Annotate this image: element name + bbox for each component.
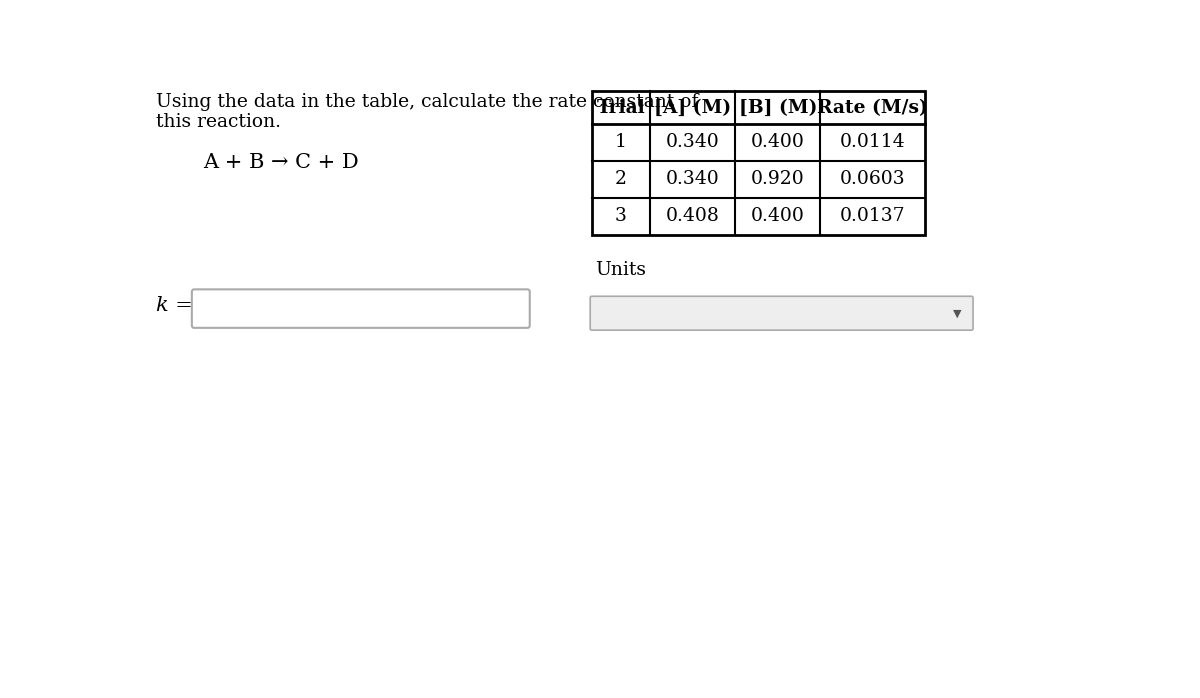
Text: 2: 2 — [614, 170, 626, 188]
Text: 0.408: 0.408 — [666, 207, 720, 225]
Text: 0.400: 0.400 — [751, 207, 805, 225]
Text: 3: 3 — [614, 207, 626, 225]
Text: 1: 1 — [614, 133, 626, 151]
FancyBboxPatch shape — [192, 290, 529, 328]
Text: A + B → C + D: A + B → C + D — [203, 153, 359, 172]
Text: this reaction.: this reaction. — [156, 113, 281, 131]
Text: Rate (M/s): Rate (M/s) — [817, 98, 928, 117]
Text: 0.920: 0.920 — [751, 170, 805, 188]
Text: ▼: ▼ — [953, 309, 962, 318]
Text: 0.0137: 0.0137 — [840, 207, 906, 225]
Text: [B] (M): [B] (M) — [738, 98, 817, 117]
Text: 0.340: 0.340 — [666, 133, 719, 151]
Text: Trial: Trial — [596, 98, 646, 117]
Text: [A] (M): [A] (M) — [654, 98, 731, 117]
Text: k =: k = — [156, 296, 193, 315]
Text: 0.340: 0.340 — [666, 170, 719, 188]
Text: 0.0603: 0.0603 — [840, 170, 906, 188]
Text: Using the data in the table, calculate the rate constant of: Using the data in the table, calculate t… — [156, 93, 698, 111]
Text: 0.0114: 0.0114 — [840, 133, 906, 151]
FancyBboxPatch shape — [590, 296, 973, 330]
Text: Units: Units — [595, 261, 647, 279]
Bar — [592, 91, 925, 235]
Text: 0.400: 0.400 — [751, 133, 805, 151]
